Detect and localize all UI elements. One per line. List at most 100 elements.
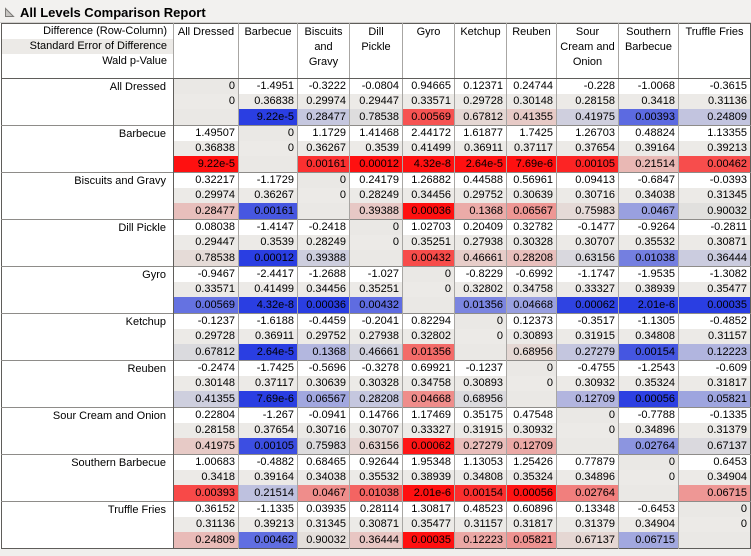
std-error-cell[interactable]: 0.34038	[297, 470, 350, 485]
p-value-cell[interactable]: 9.22e-5	[238, 109, 298, 126]
std-error-cell[interactable]: 0.35532	[618, 235, 679, 250]
difference-cell[interactable]: 1.41468	[349, 125, 403, 141]
difference-cell[interactable]: 0.68465	[297, 454, 350, 470]
difference-cell[interactable]: 0.20409	[454, 219, 507, 235]
row-label[interactable]: All Dressed	[1, 78, 174, 126]
column-header[interactable]: Gyro	[402, 23, 455, 79]
difference-cell[interactable]: 0	[297, 172, 350, 188]
p-value-cell[interactable]: 0.04668	[402, 391, 455, 408]
std-error-cell[interactable]: 0.30932	[506, 423, 557, 438]
p-value-cell[interactable]: 0.00056	[506, 485, 557, 502]
p-value-cell[interactable]: 0.00161	[297, 156, 350, 173]
p-value-cell[interactable]: 0.24809	[173, 532, 239, 549]
difference-cell[interactable]: -1.2543	[618, 360, 679, 376]
difference-cell[interactable]: 0.47548	[506, 407, 557, 423]
std-error-cell[interactable]: 0	[297, 188, 350, 203]
p-value-cell[interactable]	[402, 297, 455, 314]
difference-cell[interactable]: 1.26703	[556, 125, 619, 141]
p-value-cell[interactable]: 4.32e-8	[402, 156, 455, 173]
difference-cell[interactable]: 1.49507	[173, 125, 239, 141]
difference-cell[interactable]: 0	[238, 125, 298, 141]
column-header[interactable]: Truffle Fries	[678, 23, 751, 79]
std-error-cell[interactable]: 0.29974	[173, 188, 239, 203]
difference-cell[interactable]: 0.24179	[349, 172, 403, 188]
difference-cell[interactable]: 0	[454, 313, 507, 329]
difference-cell[interactable]: 0.22804	[173, 407, 239, 423]
std-error-cell[interactable]: 0.32802	[454, 282, 507, 297]
column-header[interactable]: Biscuits and Gravy	[297, 23, 350, 79]
difference-cell[interactable]: -1.1747	[556, 266, 619, 282]
difference-cell[interactable]: -1.027	[349, 266, 403, 282]
p-value-cell[interactable]: 0.05821	[678, 391, 751, 408]
p-value-cell[interactable]: 2.64e-5	[454, 156, 507, 173]
difference-cell[interactable]: -0.3222	[297, 78, 350, 94]
difference-cell[interactable]: -0.6992	[506, 266, 557, 282]
row-label[interactable]: Truffle Fries	[1, 501, 174, 549]
p-value-cell[interactable]: 0.00569	[402, 109, 455, 126]
p-value-cell[interactable]: 0.41355	[173, 391, 239, 408]
p-value-cell[interactable]: 0.00036	[402, 203, 455, 220]
p-value-cell[interactable]: 0.00154	[618, 344, 679, 361]
std-error-cell[interactable]: 0.34904	[678, 470, 751, 485]
p-value-cell[interactable]: 0.0467	[297, 485, 350, 502]
p-value-cell[interactable]: 0.78538	[349, 109, 403, 126]
difference-cell[interactable]: 0.48523	[454, 501, 507, 517]
difference-cell[interactable]: -1.1305	[618, 313, 679, 329]
row-label[interactable]: Reuben	[1, 360, 174, 408]
p-value-cell[interactable]	[556, 438, 619, 455]
std-error-cell[interactable]: 0.33571	[173, 282, 239, 297]
std-error-cell[interactable]: 0.30871	[678, 235, 751, 250]
difference-cell[interactable]: 1.61877	[454, 125, 507, 141]
std-error-cell[interactable]: 0.35251	[402, 235, 455, 250]
column-header[interactable]: Southern Barbecue	[618, 23, 679, 79]
std-error-cell[interactable]: 0.28249	[349, 188, 403, 203]
p-value-cell[interactable]: 0.00432	[402, 250, 455, 267]
p-value-cell[interactable]: 0.0467	[618, 203, 679, 220]
p-value-cell[interactable]: 0.78538	[173, 250, 239, 267]
std-error-cell[interactable]: 0.34808	[618, 329, 679, 344]
std-error-cell[interactable]: 0.35324	[618, 376, 679, 391]
p-value-cell[interactable]: 0.02764	[618, 438, 679, 455]
difference-cell[interactable]: 0	[173, 78, 239, 94]
std-error-cell[interactable]: 0.29447	[349, 94, 403, 109]
std-error-cell[interactable]: 0.39164	[618, 141, 679, 156]
std-error-cell[interactable]: 0.29752	[454, 188, 507, 203]
std-error-cell[interactable]: 0.30871	[349, 517, 403, 532]
difference-cell[interactable]: 0.44588	[454, 172, 507, 188]
p-value-cell[interactable]: 0.67137	[678, 438, 751, 455]
difference-cell[interactable]: 0.60896	[506, 501, 557, 517]
p-value-cell[interactable]: 0.06567	[297, 391, 350, 408]
difference-cell[interactable]: -0.3278	[349, 360, 403, 376]
std-error-cell[interactable]: 0.37654	[556, 141, 619, 156]
std-error-cell[interactable]: 0.36267	[238, 188, 298, 203]
difference-cell[interactable]: 0.09413	[556, 172, 619, 188]
difference-cell[interactable]: -0.1237	[454, 360, 507, 376]
column-header[interactable]: All Dressed	[173, 23, 239, 79]
difference-cell[interactable]: -1.4147	[238, 219, 298, 235]
difference-cell[interactable]: -0.3517	[556, 313, 619, 329]
std-error-cell[interactable]: 0.30893	[454, 376, 507, 391]
difference-cell[interactable]: 0.69921	[402, 360, 455, 376]
p-value-cell[interactable]: 0.27279	[556, 344, 619, 361]
difference-cell[interactable]: 1.13355	[678, 125, 751, 141]
p-value-cell[interactable]: 0.00062	[556, 297, 619, 314]
p-value-cell[interactable]	[297, 203, 350, 220]
difference-cell[interactable]: -0.9467	[173, 266, 239, 282]
difference-cell[interactable]: -0.0393	[678, 172, 751, 188]
p-value-cell[interactable]: 0.63156	[556, 250, 619, 267]
p-value-cell[interactable]: 0.00012	[238, 250, 298, 267]
p-value-cell[interactable]: 0.00462	[678, 156, 751, 173]
difference-cell[interactable]: -0.3615	[678, 78, 751, 94]
std-error-cell[interactable]: 0.36838	[173, 141, 239, 156]
difference-cell[interactable]: 0.12373	[506, 313, 557, 329]
std-error-cell[interactable]: 0.31817	[678, 376, 751, 391]
p-value-cell[interactable]: 0.41975	[173, 438, 239, 455]
p-value-cell[interactable]: 0.67812	[173, 344, 239, 361]
std-error-cell[interactable]: 0.35477	[678, 282, 751, 297]
difference-cell[interactable]: 1.1729	[297, 125, 350, 141]
std-error-cell[interactable]: 0.35324	[506, 470, 557, 485]
row-label[interactable]: Biscuits and Gravy	[1, 172, 174, 220]
std-error-cell[interactable]: 0.30148	[173, 376, 239, 391]
std-error-cell[interactable]: 0	[173, 94, 239, 109]
difference-cell[interactable]: 1.02703	[402, 219, 455, 235]
